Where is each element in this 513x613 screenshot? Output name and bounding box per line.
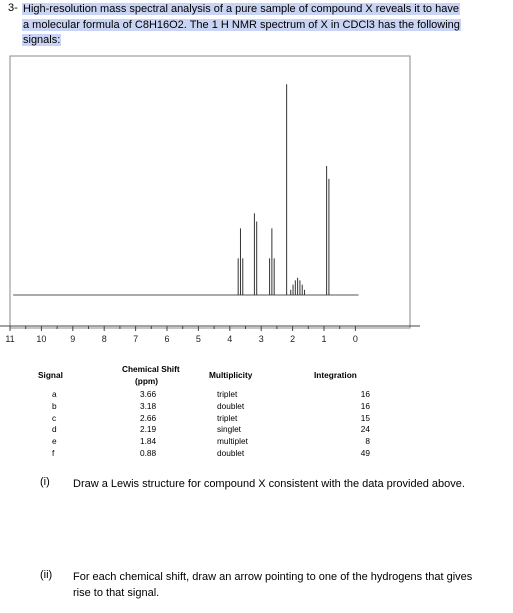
x-tick-label: 5 xyxy=(196,334,201,344)
x-tick-label: 6 xyxy=(164,334,169,344)
x-tick-label: 3 xyxy=(259,334,264,344)
spectrum-peaks xyxy=(13,84,359,296)
cell-signal: e xyxy=(52,436,57,447)
cell-chemical-shift: 2.19 xyxy=(140,424,157,435)
x-tick-label: 4 xyxy=(227,334,232,344)
cell-signal: f xyxy=(52,448,55,458)
x-tick-label: 10 xyxy=(36,334,46,344)
cell-multiplicity: doublet xyxy=(217,400,245,411)
cell-chemical-shift: 3.66 xyxy=(140,389,157,399)
cell-chemical-shift: 2.66 xyxy=(140,412,157,423)
cell-integration: 49 xyxy=(360,448,370,458)
x-tick-label: 7 xyxy=(133,334,138,344)
cell-integration: 8 xyxy=(365,436,370,447)
cell-signal: b xyxy=(52,400,57,411)
x-tick-label: 9 xyxy=(70,334,75,344)
nmr-peak xyxy=(253,213,258,295)
x-tick-label: 2 xyxy=(290,334,295,344)
header-signal: Signal xyxy=(38,370,63,380)
cell-multiplicity: singlet xyxy=(217,424,241,435)
cell-integration: 16 xyxy=(360,400,370,411)
cell-signal: d xyxy=(52,424,57,435)
nmr-peak xyxy=(237,228,244,295)
nmr-peak xyxy=(290,277,306,295)
cell-chemical-shift: 0.88 xyxy=(140,448,157,458)
part-ii-text: For each chemical shift, draw an arrow p… xyxy=(73,571,473,599)
spectrum-x-axis: 11 10 9 8 7 6 5 4 3 2 1 0 xyxy=(0,325,420,344)
nmr-spectrum-chart: 11 10 9 8 7 6 5 4 3 2 1 0 xyxy=(0,55,420,344)
cell-signal: c xyxy=(52,412,57,423)
nmr-peak xyxy=(326,166,330,295)
cell-integration: 15 xyxy=(360,412,370,423)
cell-chemical-shift: 3.18 xyxy=(140,400,157,411)
cell-chemical-shift: 1.84 xyxy=(140,436,157,447)
cell-signal: a xyxy=(52,389,57,399)
cell-multiplicity: multiplet xyxy=(217,436,248,447)
question-number: 3- xyxy=(8,2,18,14)
question-text: High-resolution mass spectral analysis o… xyxy=(22,2,468,49)
cell-integration: 24 xyxy=(360,424,370,435)
header-shift-unit: (ppm) xyxy=(135,376,159,386)
cell-multiplicity: triplet xyxy=(217,389,238,399)
question-text-highlight: High-resolution mass spectral analysis o… xyxy=(22,3,461,46)
part-i-label: (i) xyxy=(40,476,50,488)
spectrum-frame xyxy=(9,55,411,329)
x-tick-label: 11 xyxy=(5,334,14,344)
x-tick-label: 0 xyxy=(353,334,358,344)
header-integration: Integration xyxy=(314,370,357,380)
part-ii-label: (ii) xyxy=(40,569,53,581)
header-multiplicity: Multiplicity xyxy=(209,370,253,380)
x-tick-label: 8 xyxy=(102,334,107,344)
cell-multiplicity: doublet xyxy=(217,448,245,458)
part-i-text: Draw a Lewis structure for compound X co… xyxy=(73,478,465,490)
nmr-peak xyxy=(269,228,275,295)
cell-integration: 16 xyxy=(360,389,370,399)
header-chemical-shift: Chemical Shift xyxy=(122,364,180,374)
x-tick-label: 1 xyxy=(321,334,326,344)
cell-multiplicity: triplet xyxy=(217,412,238,423)
